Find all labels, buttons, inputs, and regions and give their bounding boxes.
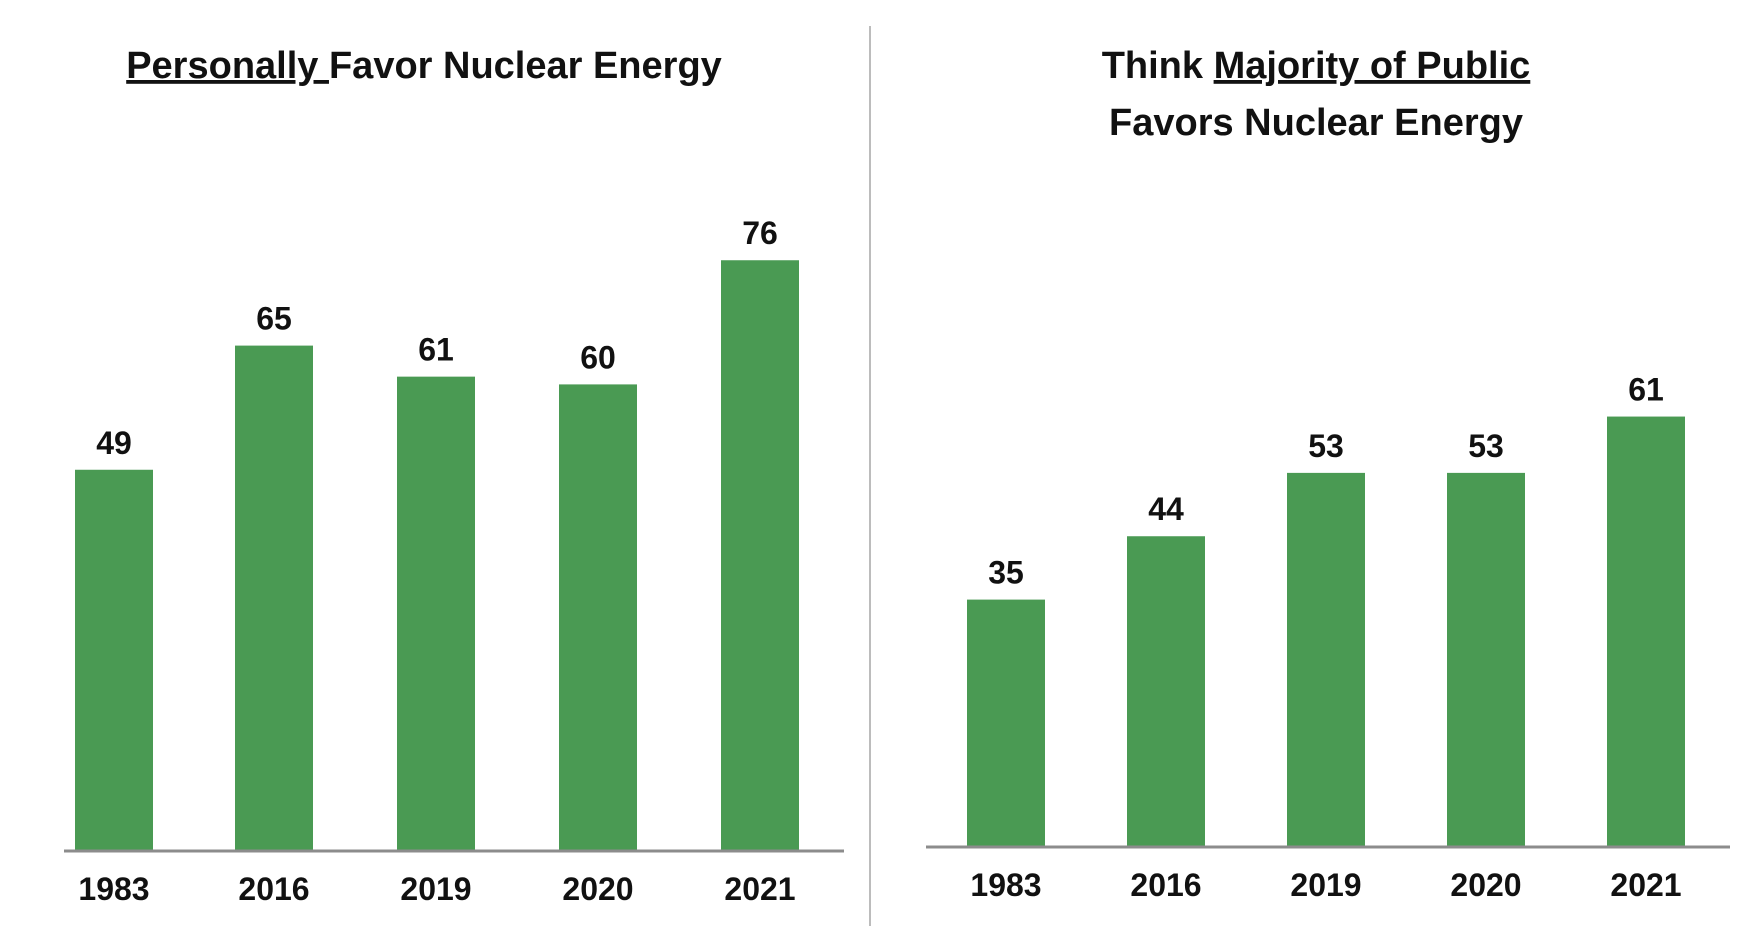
chart-left-data-label-2019: 61 xyxy=(418,332,454,368)
chart-left-title-segment: Personally xyxy=(126,45,329,87)
chart-right-bar-2019 xyxy=(1287,472,1365,846)
chart-left-tick-label-1983: 1983 xyxy=(78,871,149,907)
chart-right-title-segment: Favors Nuclear Energy xyxy=(1109,102,1523,144)
chart-right-data-label-2020: 53 xyxy=(1468,428,1504,464)
chart-left-data-label-2021: 76 xyxy=(742,215,778,251)
chart-right-title-line-1: Think Majority of Public xyxy=(1102,45,1531,87)
chart-left-title: Personally Favor Nuclear Energy xyxy=(126,45,722,87)
chart-left-data-label-1983: 49 xyxy=(96,425,132,461)
chart-left-title-line-1: Personally Favor Nuclear Energy xyxy=(126,45,722,87)
chart-left-tick-label-2021: 2021 xyxy=(724,871,795,907)
chart-right-tick-label-2016: 2016 xyxy=(1130,867,1201,903)
chart-left-bar-2021 xyxy=(721,260,799,850)
chart-left-bar-2020 xyxy=(559,384,637,850)
chart-left-tick-labels: 1983 2016 2019 2020 2021 xyxy=(78,871,795,907)
chart-left-tick-label-2020: 2020 xyxy=(562,871,633,907)
chart-left-tick-label-2016: 2016 xyxy=(238,871,309,907)
chart-right-title-segment: Majority of Public xyxy=(1214,45,1531,87)
chart-right-title-line-2: Favors Nuclear Energy xyxy=(1109,102,1523,144)
chart-left-data-label-2016: 65 xyxy=(256,301,292,337)
chart-left-data-labels: 49 65 61 60 76 xyxy=(96,215,778,461)
chart-right-data-label-2019: 53 xyxy=(1308,428,1344,464)
chart-left-data-label-2020: 60 xyxy=(580,339,616,375)
chart-left: Personally Favor Nuclear Energy 49 65 61 60… xyxy=(64,45,844,907)
chart-right: Think Majority of Public Favors Nuclear E… xyxy=(926,45,1730,903)
chart-right-bar-2016 xyxy=(1127,536,1205,846)
chart-right-tick-label-2021: 2021 xyxy=(1610,867,1681,903)
chart-right-data-label-2021: 61 xyxy=(1628,372,1664,408)
chart-left-tick-label-2019: 2019 xyxy=(400,871,471,907)
chart-right-tick-label-2019: 2019 xyxy=(1290,867,1361,903)
chart-right-tick-labels: 1983 2016 2019 2020 2021 xyxy=(970,867,1681,903)
chart-right-bar-2020 xyxy=(1447,472,1525,846)
chart-right-title: Think Majority of Public Favors Nuclear E… xyxy=(1102,45,1531,144)
chart-left-bar-1983 xyxy=(75,469,153,850)
chart-right-data-label-2016: 44 xyxy=(1148,491,1184,527)
chart-right-tick-label-1983: 1983 xyxy=(970,867,1041,903)
chart-right-data-label-1983: 35 xyxy=(988,555,1024,591)
chart-left-title-segment: Favor Nuclear Energy xyxy=(329,45,722,87)
chart-right-title-segment: Think xyxy=(1102,45,1214,87)
chart-right-bar-2021 xyxy=(1607,416,1685,846)
chart-right-data-labels: 35 44 53 53 61 xyxy=(988,372,1664,591)
chart-left-bar-2019 xyxy=(397,376,475,850)
chart-right-tick-label-2020: 2020 xyxy=(1450,867,1521,903)
chart-right-bars xyxy=(967,416,1685,846)
chart-right-bar-1983 xyxy=(967,599,1045,846)
chart-left-bars xyxy=(75,260,799,850)
chart-left-bar-2016 xyxy=(235,345,313,850)
